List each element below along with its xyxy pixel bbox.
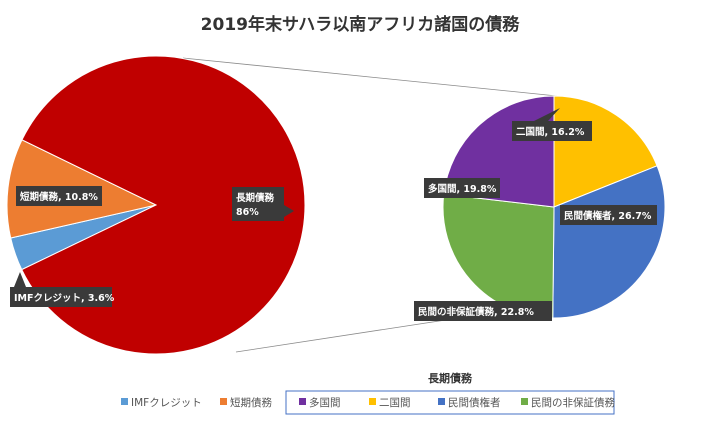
label-bilateral-box: [512, 121, 592, 141]
legend-item-2: 多国間: [299, 396, 341, 409]
label-long-term-debt-pointer: [284, 205, 294, 217]
label-bilateral-pointer: [534, 108, 560, 121]
label-short-term-debt: 短期債務, 10.8%: [16, 186, 102, 206]
label-private-nonguaranteed-text: 民間の非保証債務, 22.8%: [418, 306, 534, 318]
connector-line-top: [182, 57, 558, 97]
main-pie-slice-2: [21, 55, 306, 355]
label-short-term-debt-box: [16, 186, 102, 206]
label-private-creditors-text: 民間債権者, 26.7%: [564, 210, 652, 222]
legend-item-0-swatch: [121, 398, 128, 405]
label-long-term-debt-box: [232, 187, 284, 221]
legend-item-4-swatch: [438, 398, 445, 405]
label-bilateral: 二国間, 16.2%: [512, 108, 592, 141]
legend: IMFクレジット 短期債務 多国間 二国間 民間債権者 民間の非保証債務: [121, 396, 615, 409]
label-imf-credit-box: [10, 287, 112, 307]
label-long-term-debt-text-1: 長期債務: [236, 192, 275, 204]
label-private-creditors: 民間債権者, 26.7%: [560, 205, 657, 225]
legend-item-3: 二国間: [369, 397, 411, 409]
legend-item-1: 短期債務: [220, 396, 272, 409]
label-imf-credit-pointer: [14, 272, 26, 287]
breakdown-pie-slice-2: [442, 193, 555, 319]
legend-item-2-label: 多国間: [309, 396, 341, 409]
breakdown-pie-slice-1: [552, 165, 666, 319]
label-short-term-debt-text: 短期債務, 10.8%: [20, 191, 98, 203]
legend-item-0: IMFクレジット: [121, 397, 202, 409]
legend-item-1-label: 短期債務: [230, 396, 272, 409]
data-labels: 長期債務 86% 短期債務, 10.8% IMFクレジット, 3.6% 二国間, 16.…: [10, 108, 657, 321]
legend-item-5-swatch: [521, 398, 528, 405]
label-bilateral-text: 二国間, 16.2%: [516, 126, 585, 138]
legend-item-5: 民間の非保証債務: [521, 396, 615, 409]
legend-item-4-label: 民間債権者: [448, 396, 501, 409]
label-private-nonguaranteed-box: [414, 301, 552, 321]
label-imf-credit: IMFクレジット, 3.6%: [10, 272, 115, 307]
label-private-creditors-box: [560, 205, 657, 225]
legend-item-5-label: 民間の非保証債務: [531, 396, 615, 409]
legend-item-0-label: IMFクレジット: [131, 397, 202, 409]
chart-title: 2019年末サハラ以南アフリカ諸国の債務: [201, 14, 521, 35]
legend-group-title: 長期債務: [428, 371, 473, 385]
legend-item-1-swatch: [220, 398, 227, 405]
label-long-term-debt-text-2: 86%: [236, 207, 259, 218]
legend-item-2-swatch: [299, 398, 306, 405]
label-long-term-debt: 長期債務 86%: [232, 187, 294, 221]
legend-item-3-label: 二国間: [379, 397, 411, 409]
label-private-nonguaranteed: 民間の非保証債務, 22.8%: [414, 301, 552, 321]
label-multilateral-box: [424, 178, 500, 198]
label-imf-credit-text: IMFクレジット, 3.6%: [14, 293, 115, 304]
legend-item-3-swatch: [369, 398, 376, 405]
label-multilateral: 多国間, 19.8%: [424, 178, 500, 198]
label-multilateral-text: 多国間, 19.8%: [428, 183, 497, 195]
legend-item-4: 民間債権者: [438, 396, 501, 409]
legend-group-box: [285, 390, 615, 415]
